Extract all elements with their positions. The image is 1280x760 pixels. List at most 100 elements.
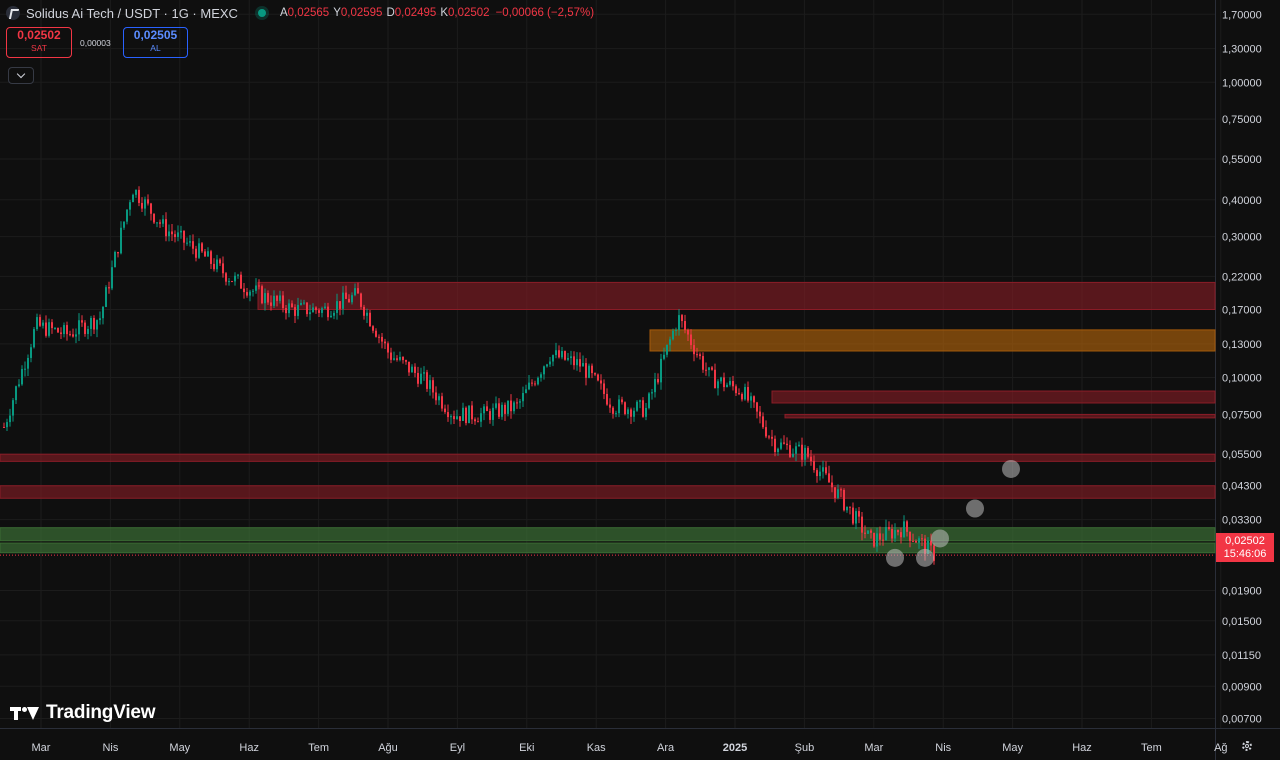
candle-body (423, 372, 425, 374)
candle-body (372, 326, 374, 331)
candle-body (906, 521, 908, 532)
candle-body (180, 230, 182, 233)
candle-body (681, 315, 683, 322)
candle-body (3, 426, 5, 428)
zone-resistance (784, 413, 1216, 419)
candle-body (78, 320, 80, 335)
candle-body (630, 409, 632, 417)
time-tick-label: Haz (1072, 742, 1092, 754)
candle-body (894, 530, 896, 539)
price-tick-label: 1,30000 (1222, 44, 1262, 56)
candle-body (753, 396, 755, 403)
chevron-down-icon[interactable] (8, 67, 34, 84)
candle-body (264, 293, 266, 304)
candle-body (654, 379, 656, 393)
candle-body (699, 354, 701, 357)
candle-body (771, 436, 773, 439)
candle-body (492, 407, 494, 420)
candle-body (252, 290, 254, 292)
candle-body (744, 387, 746, 400)
candle-body (531, 382, 533, 384)
candle-body (297, 304, 299, 316)
candle-body (717, 381, 719, 389)
candle-body (279, 295, 281, 301)
gear-icon[interactable] (1240, 739, 1254, 753)
candle-body (288, 303, 290, 314)
price-change: −0,00066 (−2,57%) (495, 7, 595, 19)
candle-body (618, 399, 620, 414)
candle-body (435, 392, 437, 401)
candle-body (354, 288, 356, 296)
candle-body (126, 209, 128, 222)
candle-body (789, 445, 791, 457)
buy-button[interactable]: 0,02505 AL (123, 27, 188, 58)
time-tick-label: Mar (864, 742, 883, 754)
candle-body (225, 273, 227, 282)
ohlc-low-key: D (386, 7, 395, 19)
tradingview-logo[interactable]: TradingView (10, 702, 156, 724)
market-status-icon[interactable] (257, 9, 266, 17)
sell-button[interactable]: 0,02502 SAT (6, 27, 72, 58)
candle-body (813, 461, 815, 471)
candle-body (144, 199, 146, 209)
candle-body (828, 473, 830, 483)
candle-body (603, 383, 605, 394)
time-axis[interactable]: Mar Nis May Haz Tem Ağu Eyl Eki Kas Ara 2025 Şub Mar… (32, 742, 1228, 754)
candle-body (174, 234, 176, 238)
price-tick-label: 0,17000 (1222, 304, 1262, 316)
candle-body (378, 336, 380, 338)
candle-body (615, 413, 617, 415)
ohlc-close-value: 0,02502 (448, 7, 490, 19)
time-tick-label: Tem (1141, 742, 1162, 754)
price-tick-label: 0,01150 (1222, 650, 1261, 662)
time-tick-label: Şub (795, 742, 815, 754)
candle-body (705, 369, 707, 371)
candle-body (42, 322, 44, 326)
candle-body (129, 202, 131, 210)
candle-body (918, 538, 920, 543)
candle-body (855, 511, 857, 524)
candle-body (339, 301, 341, 309)
price-tick-label: 0,07500 (1222, 409, 1262, 421)
candle-body (558, 350, 560, 358)
candle-body (432, 380, 434, 393)
candle-body (135, 189, 137, 195)
candle-body (363, 306, 365, 316)
candle-body (270, 302, 272, 306)
candle-body (291, 303, 293, 308)
symbol-title[interactable]: Solidus Ai Tech / USDT · 1G · MEXC (26, 5, 238, 21)
candles-layer (0, 186, 1215, 565)
ohlc-close: K0,02502 (440, 7, 489, 19)
ohlc-open-value: 0,02565 (287, 7, 330, 19)
candle-body (327, 306, 329, 318)
spread-value: 0,00003 (80, 38, 111, 48)
candle-body (222, 263, 224, 274)
ohlc-high-key: Y (333, 7, 341, 19)
ohlc-open: A0,02565 (280, 7, 329, 19)
candle-body (390, 352, 392, 360)
candle-body (477, 421, 479, 423)
candle-body (786, 443, 788, 446)
time-tick-label: Nis (935, 742, 951, 754)
candle-body (597, 374, 599, 381)
candle-body (366, 312, 368, 316)
candle-body (756, 402, 758, 412)
candle-body (921, 538, 923, 540)
candle-body (300, 302, 302, 305)
candle-body (9, 415, 11, 423)
candle-body (468, 405, 470, 424)
price-axis[interactable]: 1,70000 1,30000 1,00000 0,75000 0,55000 0,400… (1222, 9, 1262, 725)
candle-body (777, 448, 779, 453)
candle-body (522, 392, 524, 402)
chart-marker (1002, 459, 1020, 478)
candle-body (840, 489, 842, 491)
candle-body (456, 416, 458, 420)
candle-body (774, 438, 776, 453)
zone-resistance (0, 453, 1216, 462)
candle-body (867, 530, 869, 534)
candle-body (321, 308, 323, 313)
candle-body (168, 231, 170, 237)
candle-body (396, 358, 398, 360)
